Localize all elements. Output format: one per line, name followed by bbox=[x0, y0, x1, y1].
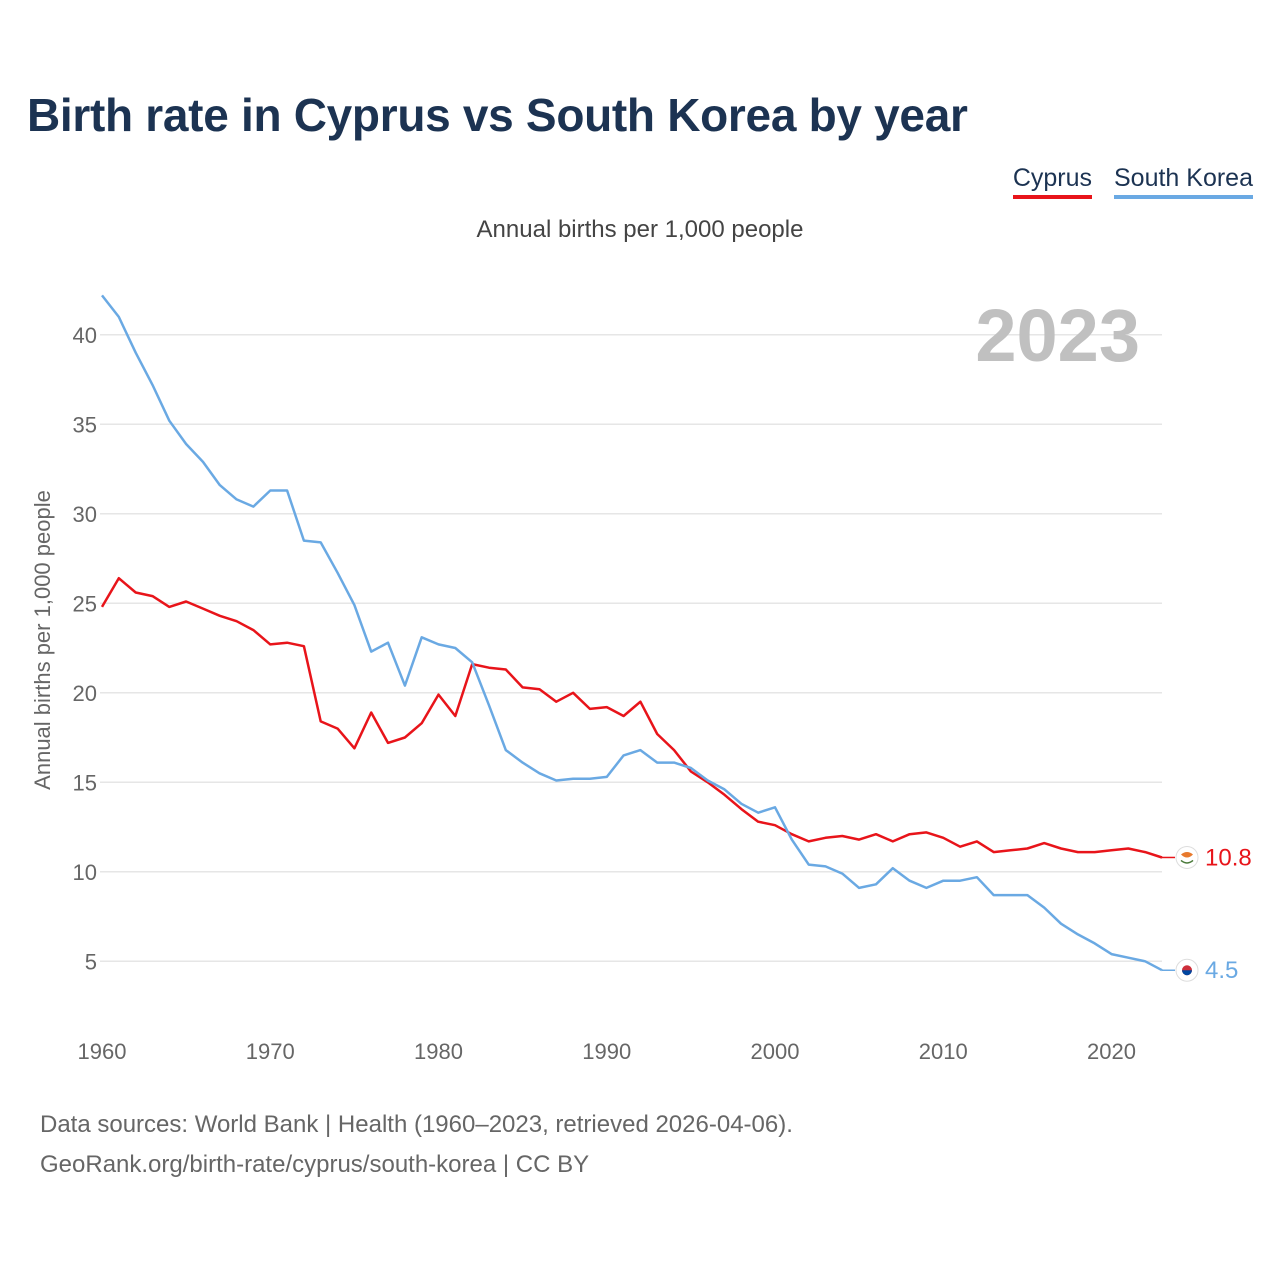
x-tick-label: 1990 bbox=[582, 1039, 631, 1064]
chart-title: Birth rate in Cyprus vs South Korea by y… bbox=[27, 89, 968, 141]
source-note: Data sources: World Bank | Health (1960–… bbox=[40, 1111, 793, 1138]
cyprus-flag-shape-icon bbox=[1181, 851, 1193, 858]
x-tick-label: 2000 bbox=[751, 1039, 800, 1064]
series-line-cyprus[interactable] bbox=[100, 576, 1163, 859]
south-korea-flag-taeguk-half-icon bbox=[1182, 970, 1192, 976]
y-tick-label: 30 bbox=[73, 502, 97, 527]
cyprus-flag-branch-icon bbox=[1180, 859, 1194, 864]
y-tick-label: 20 bbox=[73, 681, 97, 706]
y-tick-label: 10 bbox=[73, 860, 97, 885]
x-tick-label: 2010 bbox=[919, 1039, 968, 1064]
legend: Cyprus South Korea bbox=[1012, 164, 1253, 199]
x-tick-label: 2020 bbox=[1087, 1039, 1136, 1064]
x-tick-label: 1960 bbox=[78, 1039, 127, 1064]
series-line-south-korea[interactable] bbox=[101, 294, 1163, 972]
chart-subtitle: Annual births per 1,000 people bbox=[476, 216, 804, 243]
x-tick-label: 1970 bbox=[246, 1039, 295, 1064]
legend-item-south-korea[interactable]: South Korea bbox=[1114, 164, 1253, 199]
y-tick-label: 25 bbox=[73, 591, 97, 616]
y-tick-label: 5 bbox=[85, 949, 97, 974]
legend-item-cyprus[interactable]: Cyprus bbox=[1012, 164, 1092, 199]
y-tick-label: 35 bbox=[73, 412, 97, 437]
x-tick-label: 1980 bbox=[414, 1039, 463, 1064]
source-link[interactable]: GeoRank.org/birth-rate/cyprus/south-kore… bbox=[40, 1151, 590, 1178]
y-tick-label: 15 bbox=[73, 770, 97, 795]
y-axis-label: Annual births per 1,000 people bbox=[30, 490, 55, 790]
footer: Data sources: World Bank | Health (1960–… bbox=[40, 1105, 793, 1185]
end-value-label-south-korea: 4.5 bbox=[1205, 957, 1238, 984]
end-value-label-cyprus: 10.8 bbox=[1205, 844, 1252, 871]
year-label: 2023 bbox=[975, 294, 1140, 377]
y-tick-label: 40 bbox=[73, 323, 97, 348]
